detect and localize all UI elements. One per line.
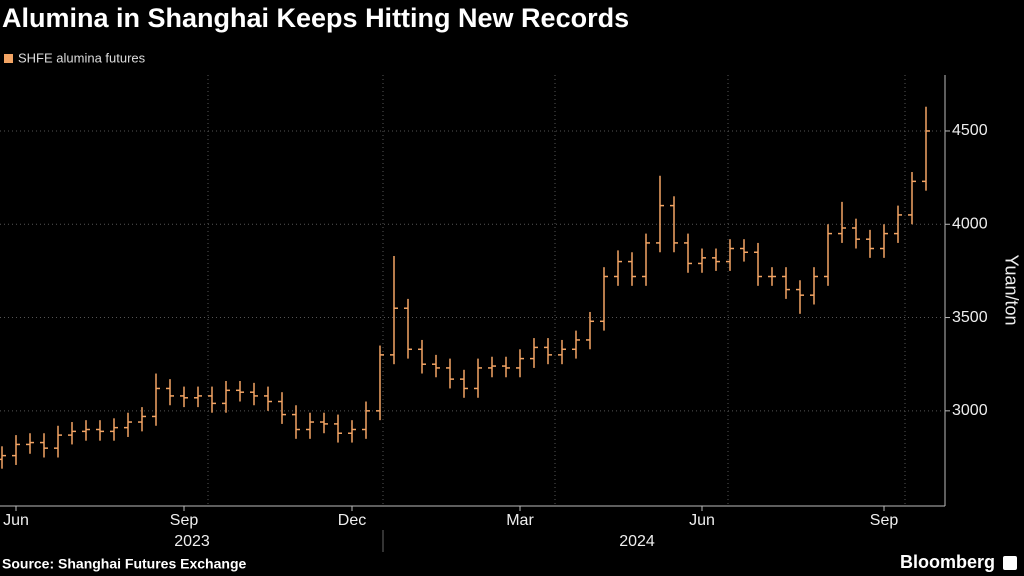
x-group-label: 2023 [174, 533, 210, 550]
brand: Bloomberg [900, 552, 995, 572]
legend-label: SHFE alumina futures [18, 50, 146, 65]
x-tick-label: Sep [870, 512, 899, 529]
y-tick-label: 3000 [952, 402, 988, 419]
legend-swatch [4, 54, 13, 63]
source: Source: Shanghai Futures Exchange [2, 556, 246, 572]
y-tick-label: 4500 [952, 122, 988, 139]
x-group-label: 2024 [619, 533, 655, 550]
brand-icon [1003, 556, 1017, 570]
chart-title: Alumina in Shanghai Keeps Hitting New Re… [2, 3, 629, 33]
x-tick-label: Sep [170, 512, 199, 529]
x-tick-label: Mar [506, 512, 534, 529]
x-tick-label: Jun [3, 512, 29, 529]
y-tick-label: 4000 [952, 215, 988, 232]
y-axis-title: Yuan/ton [1001, 254, 1021, 325]
y-tick-label: 3500 [952, 309, 988, 326]
x-tick-label: Jun [689, 512, 715, 529]
x-tick-label: Dec [338, 512, 366, 529]
